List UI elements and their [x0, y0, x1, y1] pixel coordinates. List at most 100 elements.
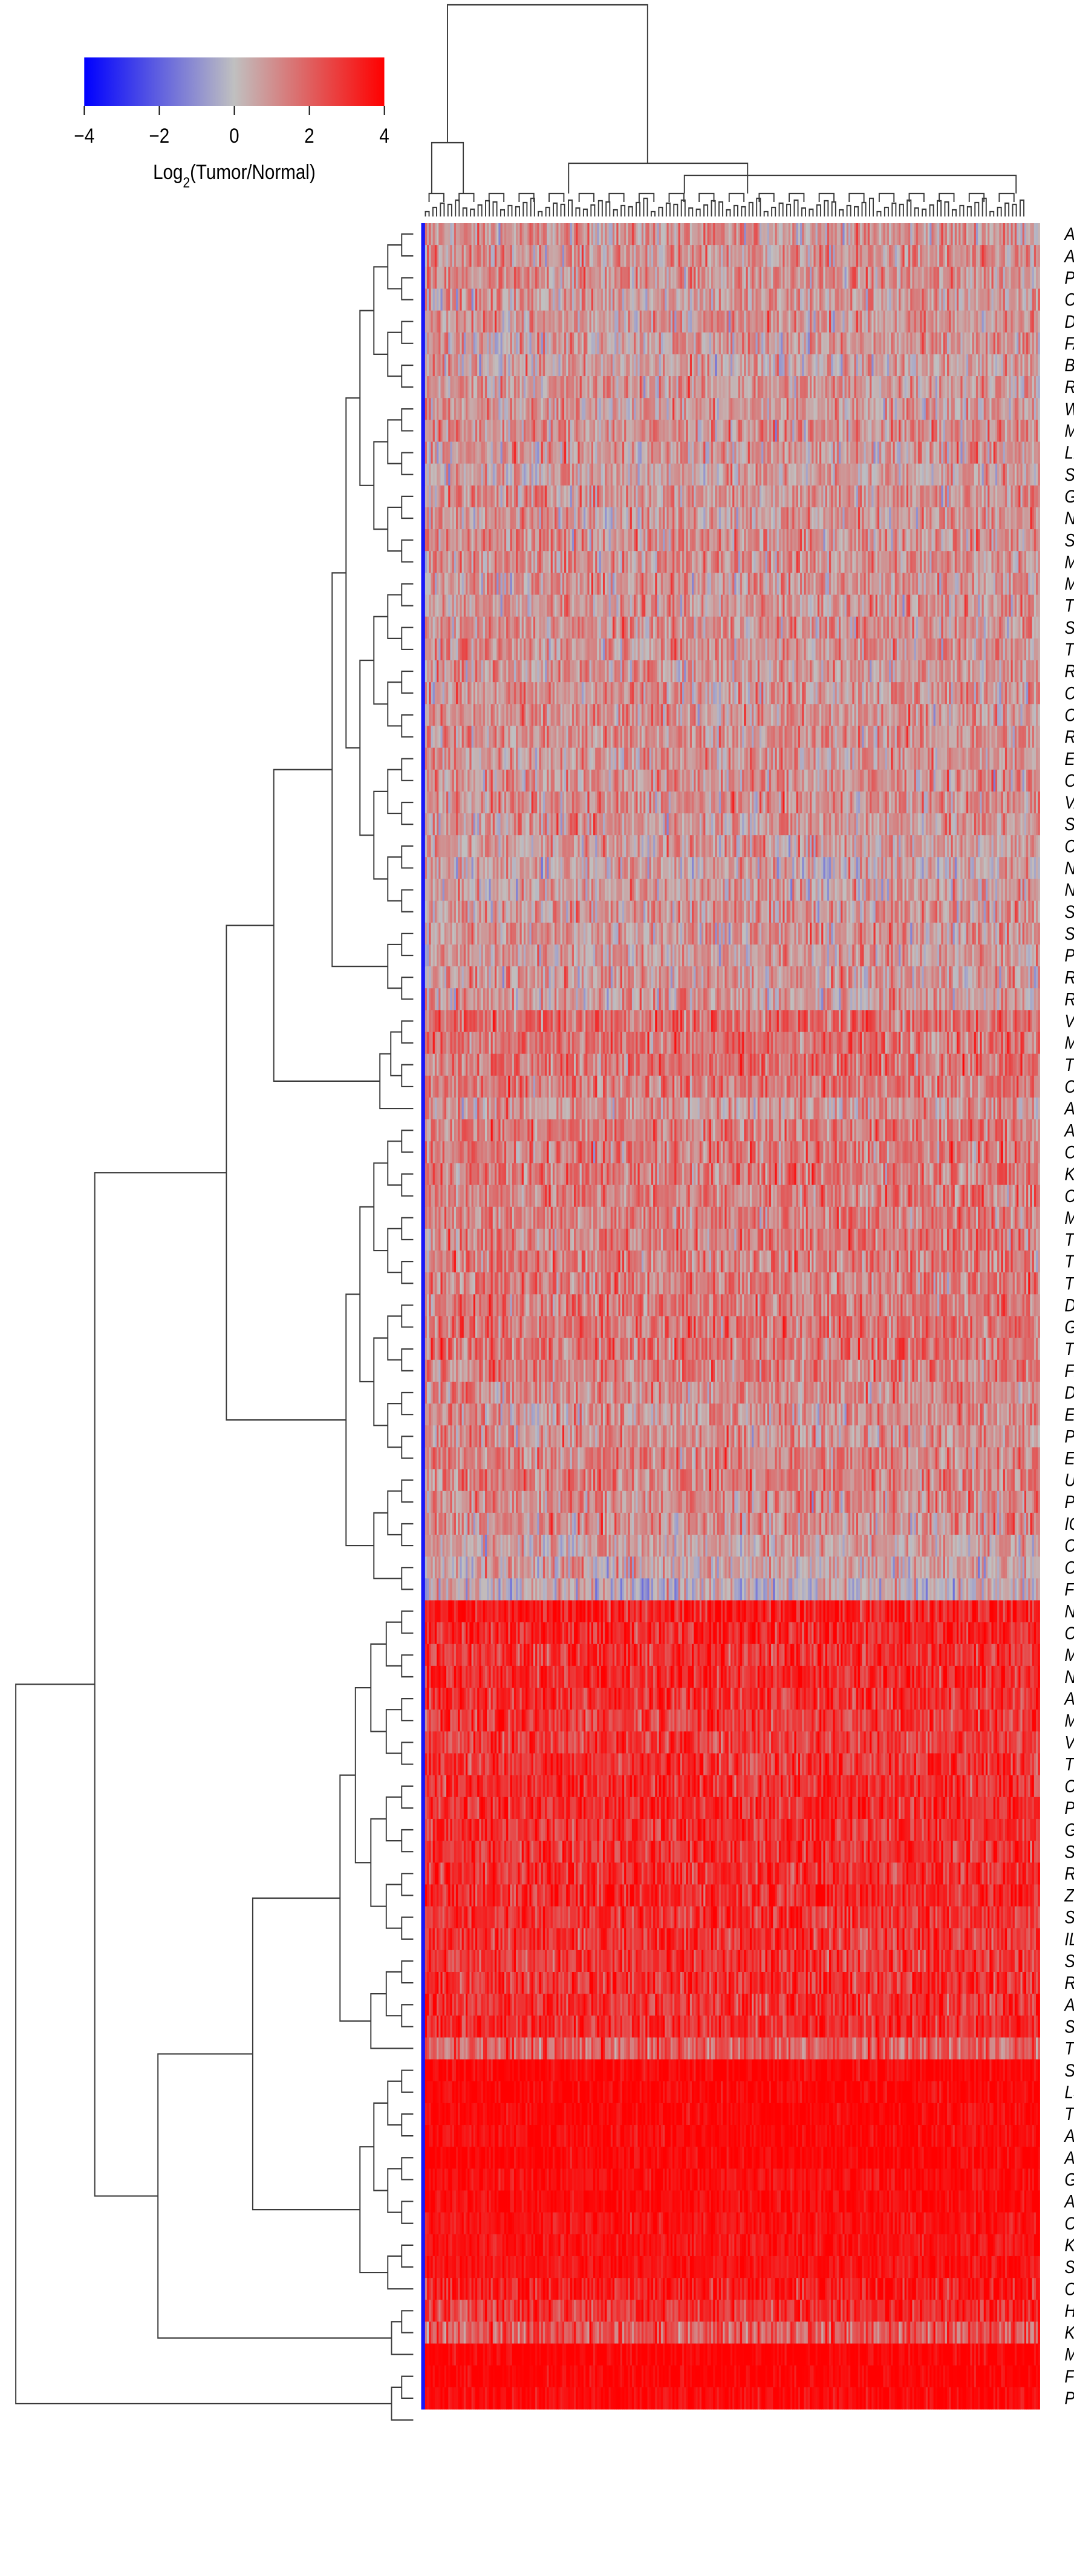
heatmap-cell: [838, 463, 841, 486]
heatmap-cell: [759, 267, 762, 290]
heatmap-cell: [576, 332, 578, 355]
heatmap-cell: [672, 354, 675, 377]
heatmap-cell: [798, 288, 801, 311]
heatmap-cell: [904, 441, 907, 464]
heatmap-cell: [649, 398, 652, 420]
heatmap-cell: [821, 288, 824, 311]
heatmap-cell: [707, 332, 710, 355]
heatmap-cell: [1020, 310, 1023, 333]
heatmap-cell: [788, 354, 791, 377]
heatmap-cell: [831, 332, 833, 355]
heatmap-cell: [755, 420, 758, 443]
heatmap-cell: [707, 288, 710, 311]
heatmap-cell: [778, 463, 781, 486]
heatmap-cell: [806, 376, 809, 398]
heatmap-cell: [908, 441, 911, 464]
heatmap-cell: [634, 398, 636, 420]
heatmap-cell: [841, 267, 843, 290]
heatmap-cell: [639, 223, 642, 246]
heatmap-cell: [781, 310, 783, 333]
heatmap-cell: [653, 245, 656, 267]
heatmap-cell: [602, 310, 605, 333]
heatmap-cell: [566, 420, 568, 443]
heatmap-cell: [945, 463, 948, 486]
heatmap-cell: [674, 332, 677, 355]
heatmap-cell: [1012, 463, 1015, 486]
heatmap-cell: [970, 245, 973, 267]
heatmap-cell: [713, 310, 715, 333]
heatmap-cell: [508, 267, 511, 290]
heatmap-cell: [744, 245, 747, 267]
heatmap-cell: [647, 223, 650, 246]
heatmap-cell: [902, 398, 905, 420]
heatmap-cell: [458, 485, 460, 508]
heatmap-cell: [529, 354, 532, 377]
heatmap-cell: [728, 332, 731, 355]
heatmap-cell: [792, 354, 795, 377]
heatmap-cell: [910, 267, 913, 290]
heatmap-cell: [732, 485, 735, 508]
heatmap-cell: [1036, 463, 1038, 486]
heatmap-cell: [908, 420, 911, 443]
heatmap-cell: [1003, 463, 1006, 486]
heatmap-cell: [867, 485, 870, 508]
row-dendrogram-link: [401, 1742, 414, 1765]
heatmap-cell: [867, 507, 870, 530]
heatmap-cell: [970, 441, 973, 464]
heatmap-cell: [713, 485, 715, 508]
heatmap-cell: [852, 420, 855, 443]
heatmap-cell: [434, 245, 437, 267]
heatmap-cell: [695, 441, 698, 464]
heatmap-cell: [431, 310, 434, 333]
heatmap-cell: [660, 463, 663, 486]
heatmap-cell: [512, 529, 515, 551]
heatmap-cell: [1036, 354, 1038, 377]
heatmap-cell: [454, 376, 457, 398]
heatmap-cell: [570, 398, 573, 420]
heatmap-cell: [492, 398, 495, 420]
heatmap-cell: [672, 223, 675, 246]
heatmap-cell: [856, 223, 859, 246]
heatmap-cell: [807, 332, 810, 355]
heatmap-cell: [966, 507, 969, 530]
heatmap-cell: [519, 376, 522, 398]
heatmap-cell: [502, 245, 505, 267]
column-dendrogram-link: [741, 206, 746, 216]
heatmap-cell: [649, 507, 652, 530]
row-dendrogram-link: [373, 441, 388, 530]
heatmap-cell: [630, 485, 633, 508]
heatmap-cell: [513, 223, 516, 246]
heatmap-cell: [550, 310, 553, 333]
heatmap-cell: [749, 245, 752, 267]
heatmap-cell: [556, 267, 559, 290]
heatmap-cell: [692, 376, 694, 398]
heatmap-cell: [1003, 332, 1006, 355]
heatmap-cell: [740, 288, 743, 311]
heatmap-cell: [579, 245, 582, 267]
heatmap-cell: [937, 310, 940, 333]
heatmap-cell: [608, 376, 611, 398]
heatmap-cell: [510, 485, 513, 508]
heatmap-cell: [1009, 376, 1011, 398]
heatmap-cell: [810, 441, 812, 464]
column-dendrogram-link: [922, 208, 927, 216]
heatmap-cell: [492, 507, 495, 530]
heatmap-cell: [873, 463, 876, 486]
heatmap-cell: [734, 529, 737, 551]
heatmap-cell: [798, 529, 801, 551]
heatmap-cell: [838, 485, 841, 508]
heatmap-cell: [518, 288, 521, 311]
heatmap-cell: [922, 441, 925, 464]
heatmap-cell: [870, 441, 872, 464]
column-dendrogram-link: [688, 207, 694, 216]
heatmap-cell: [556, 332, 559, 355]
heatmap-cell: [649, 310, 652, 333]
heatmap-cell: [912, 223, 915, 246]
heatmap-cell: [670, 529, 673, 551]
heatmap-cell: [954, 420, 957, 443]
heatmap-cell: [810, 354, 812, 377]
heatmap-cell: [988, 245, 990, 267]
heatmap-cell: [460, 354, 463, 377]
heatmap-cell: [999, 507, 1001, 530]
heatmap-cell: [539, 420, 542, 443]
